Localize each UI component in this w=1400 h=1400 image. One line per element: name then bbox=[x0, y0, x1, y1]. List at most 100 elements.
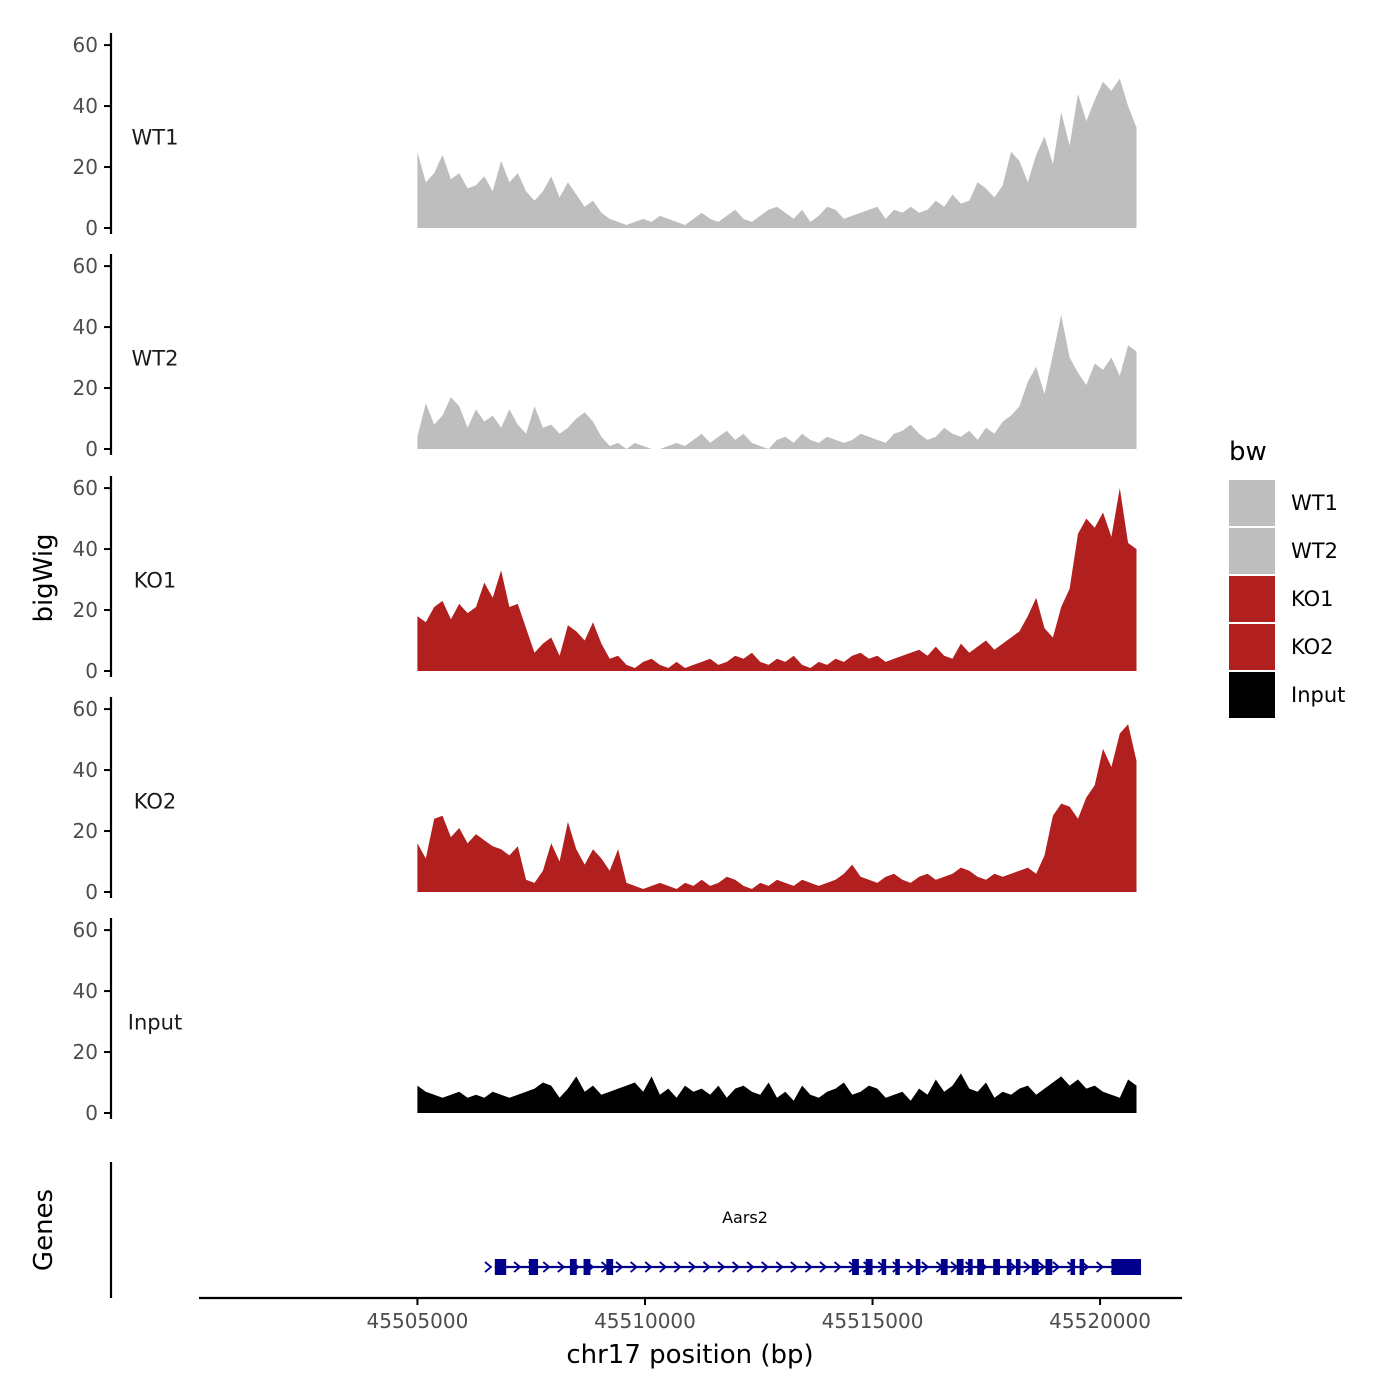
gene-exon bbox=[956, 1259, 964, 1275]
track-wt1: 0 20 40 60 WT1 bbox=[73, 33, 1137, 240]
track-label: KO1 bbox=[134, 569, 177, 593]
legend-label-wt2: WT2 bbox=[1291, 539, 1338, 563]
strand-arrow bbox=[484, 1261, 493, 1273]
strand-arrow bbox=[761, 1261, 770, 1273]
gene-exon bbox=[881, 1259, 887, 1275]
y-tick-label: 0 bbox=[85, 880, 98, 904]
gene-exon bbox=[915, 1259, 921, 1275]
x-axis: 45505000 45510000 45515000 45520000 chr17 p… bbox=[199, 1296, 1182, 1370]
gene-exon bbox=[968, 1259, 973, 1275]
legend-label-input: Input bbox=[1291, 683, 1345, 707]
signal-area-ko1 bbox=[417, 488, 1137, 671]
strand-arrow bbox=[630, 1261, 639, 1273]
signal-tracks: 0 20 40 60 WT1 0 20 40 60 WT2 0 20 40 60 KO1 0 20 40 60 KO2… bbox=[73, 33, 1137, 1125]
track-label: Input bbox=[128, 1011, 182, 1035]
signal-area-ko2 bbox=[417, 724, 1137, 892]
strand-arrow bbox=[688, 1261, 697, 1273]
gene-exon bbox=[977, 1259, 985, 1275]
legend-label-ko2: KO2 bbox=[1291, 635, 1334, 659]
gene-exon bbox=[1079, 1259, 1085, 1275]
y-tick-label: 40 bbox=[73, 758, 98, 782]
y-tick-label: 20 bbox=[73, 155, 98, 179]
gene-exon bbox=[569, 1259, 577, 1275]
y-tick-label: 60 bbox=[73, 476, 98, 500]
y-tick-label: 20 bbox=[73, 819, 98, 843]
x-tick-label: 45505000 bbox=[367, 1309, 469, 1333]
x-tick-label: 45520000 bbox=[1049, 1309, 1151, 1333]
strand-arrow bbox=[746, 1261, 755, 1273]
track-label: KO2 bbox=[134, 790, 177, 814]
strand-arrow bbox=[659, 1261, 668, 1273]
strand-arrow bbox=[906, 1261, 915, 1273]
track-ko2: 0 20 40 60 KO2 bbox=[73, 697, 1137, 904]
strand-arrow bbox=[615, 1261, 624, 1273]
strand-arrow bbox=[644, 1261, 653, 1273]
y-tick-label: 60 bbox=[73, 254, 98, 278]
y-tick-label: 0 bbox=[85, 659, 98, 683]
strand-arrow bbox=[775, 1261, 784, 1273]
strand-arrow bbox=[1037, 1261, 1046, 1273]
genes-panel-title: Genes bbox=[29, 1189, 59, 1271]
y-axis-title: bigWig bbox=[29, 533, 59, 622]
y-tick-label: 0 bbox=[85, 437, 98, 461]
gene-exon bbox=[993, 1259, 1000, 1275]
legend-title: bw bbox=[1229, 437, 1267, 467]
legend-swatch-wt1 bbox=[1229, 480, 1275, 526]
strand-arrow bbox=[542, 1261, 551, 1273]
gene-exon bbox=[895, 1259, 900, 1275]
track-wt2: 0 20 40 60 WT2 bbox=[73, 254, 1137, 461]
y-tick-label: 60 bbox=[73, 918, 98, 942]
x-ticks: 45505000 45510000 45515000 45520000 bbox=[367, 1298, 1151, 1333]
legend-items: WT1 WT2 KO1 KO2 Input bbox=[1229, 480, 1345, 718]
gene-exon bbox=[1015, 1259, 1021, 1275]
legend: bw WT1 WT2 KO1 KO2 Input bbox=[1229, 437, 1345, 718]
legend-swatch-input bbox=[1229, 672, 1275, 718]
gene-name-label: Aars2 bbox=[722, 1208, 768, 1227]
legend-swatch-ko1 bbox=[1229, 576, 1275, 622]
legend-label-wt1: WT1 bbox=[1291, 491, 1338, 515]
gene-exon bbox=[852, 1259, 859, 1275]
gene-exon bbox=[528, 1259, 539, 1275]
strand-arrow bbox=[1052, 1261, 1061, 1273]
gene-exon bbox=[1031, 1259, 1039, 1275]
gene-exon bbox=[1006, 1259, 1012, 1275]
y-tick-label: 40 bbox=[73, 979, 98, 1003]
signal-area-wt2 bbox=[417, 314, 1137, 449]
gene-exon bbox=[494, 1259, 507, 1275]
y-tick-label: 0 bbox=[85, 216, 98, 240]
gene-exon bbox=[1045, 1259, 1053, 1275]
gene-exon bbox=[940, 1259, 948, 1275]
strand-arrow bbox=[513, 1261, 522, 1273]
y-tick-label: 40 bbox=[73, 537, 98, 561]
strand-arrow bbox=[819, 1261, 828, 1273]
legend-swatch-wt2 bbox=[1229, 528, 1275, 574]
strand-arrow bbox=[804, 1261, 813, 1273]
y-tick-label: 60 bbox=[73, 697, 98, 721]
gene-exon bbox=[583, 1259, 591, 1275]
x-tick-label: 45510000 bbox=[594, 1309, 696, 1333]
strand-arrow bbox=[717, 1261, 726, 1273]
track-label: WT2 bbox=[132, 347, 179, 371]
track-ko1: 0 20 40 60 KO1 bbox=[73, 476, 1137, 683]
gene-model bbox=[484, 1259, 1142, 1275]
strand-arrow bbox=[702, 1261, 711, 1273]
y-tick-label: 20 bbox=[73, 598, 98, 622]
genes-panel: Genes Aars2 bbox=[29, 1162, 1142, 1298]
y-tick-label: 0 bbox=[85, 1101, 98, 1125]
gene-exon bbox=[606, 1259, 614, 1275]
legend-swatch-ko2 bbox=[1229, 624, 1275, 670]
y-tick-label: 40 bbox=[73, 94, 98, 118]
strand-arrow bbox=[921, 1261, 930, 1273]
strand-arrow bbox=[833, 1261, 842, 1273]
strand-arrow bbox=[673, 1261, 682, 1273]
gene-exon bbox=[865, 1259, 873, 1275]
strand-arrow bbox=[1023, 1261, 1032, 1273]
strand-arrow bbox=[557, 1261, 566, 1273]
y-tick-label: 40 bbox=[73, 315, 98, 339]
legend-label-ko1: KO1 bbox=[1291, 587, 1334, 611]
track-label: WT1 bbox=[132, 126, 179, 150]
gene-exon bbox=[1070, 1259, 1076, 1275]
x-tick-label: 45515000 bbox=[822, 1309, 924, 1333]
y-tick-label: 60 bbox=[73, 33, 98, 57]
